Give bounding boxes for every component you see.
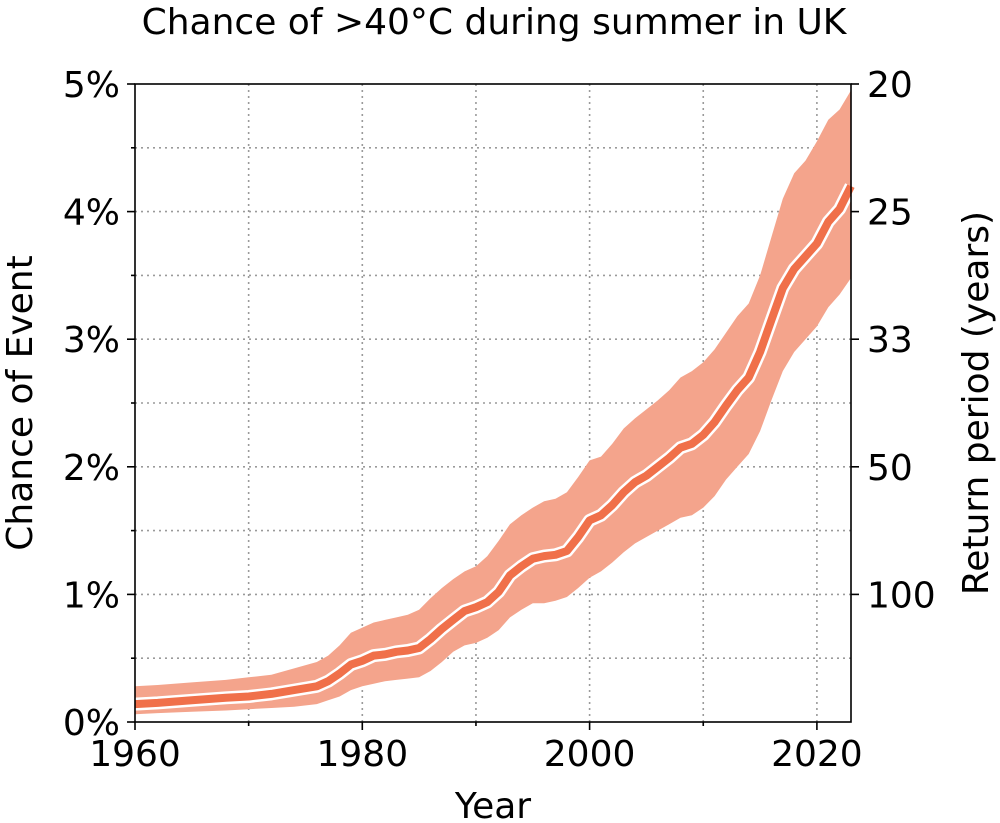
uncertainty-band-layer <box>135 90 851 715</box>
x-tick-label: 1960 <box>89 734 181 775</box>
x-tick-label: 2020 <box>771 734 863 775</box>
uncertainty-band <box>135 90 851 715</box>
y-axis-label: Chance of Event <box>0 255 41 551</box>
y2-tick-label: 33 <box>867 320 913 361</box>
series-line-layer <box>134 183 857 711</box>
y-tick-label: 0% <box>63 703 120 744</box>
tick-marks <box>127 83 859 730</box>
y-tick-label: 4% <box>63 193 120 234</box>
x-tick-label: 2000 <box>544 734 636 775</box>
x-axis-label: Year <box>454 786 531 823</box>
x-tick-label: 1980 <box>316 734 408 775</box>
y2-axis-label: Return period (years) <box>956 211 997 595</box>
y-tick-label: 1% <box>63 575 120 616</box>
y2-tick-label: 50 <box>867 448 913 489</box>
y2-tick-label: 25 <box>867 193 913 234</box>
y-tick-label: 3% <box>63 320 120 361</box>
y2-tick-label: 20 <box>867 65 913 106</box>
chart-title: Chance of >40°C during summer in UK <box>142 2 848 43</box>
y-tick-label: 2% <box>63 448 120 489</box>
series-line <box>134 184 855 709</box>
tick-labels: 1960 1980 2000 2020 0% 1% 2% 3% 4% 5% 100 50 33 25 20 <box>63 65 936 775</box>
y-tick-label: 5% <box>63 65 120 106</box>
y2-tick-label: 100 <box>867 575 936 616</box>
